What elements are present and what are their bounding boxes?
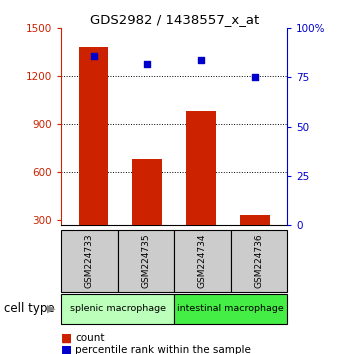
Text: splenic macrophage: splenic macrophage — [70, 304, 166, 313]
Text: cell type: cell type — [4, 302, 54, 315]
Text: GSM224733: GSM224733 — [85, 234, 94, 289]
Text: GSM224735: GSM224735 — [141, 234, 150, 289]
Bar — [79, 47, 108, 225]
Title: GDS2982 / 1438557_x_at: GDS2982 / 1438557_x_at — [90, 13, 259, 26]
Point — [145, 61, 150, 67]
Text: percentile rank within the sample: percentile rank within the sample — [75, 346, 251, 354]
Point — [198, 57, 204, 63]
Text: ■: ■ — [61, 344, 72, 354]
Text: ▶: ▶ — [47, 304, 55, 314]
Text: intestinal macrophage: intestinal macrophage — [177, 304, 284, 313]
Point — [91, 53, 96, 59]
Bar — [132, 159, 162, 225]
Text: ■: ■ — [61, 332, 72, 344]
Bar — [186, 112, 216, 225]
Text: count: count — [75, 333, 105, 343]
Point — [252, 75, 258, 80]
Text: GSM224734: GSM224734 — [198, 234, 207, 288]
Bar — [240, 215, 270, 225]
Text: GSM224736: GSM224736 — [254, 234, 263, 289]
